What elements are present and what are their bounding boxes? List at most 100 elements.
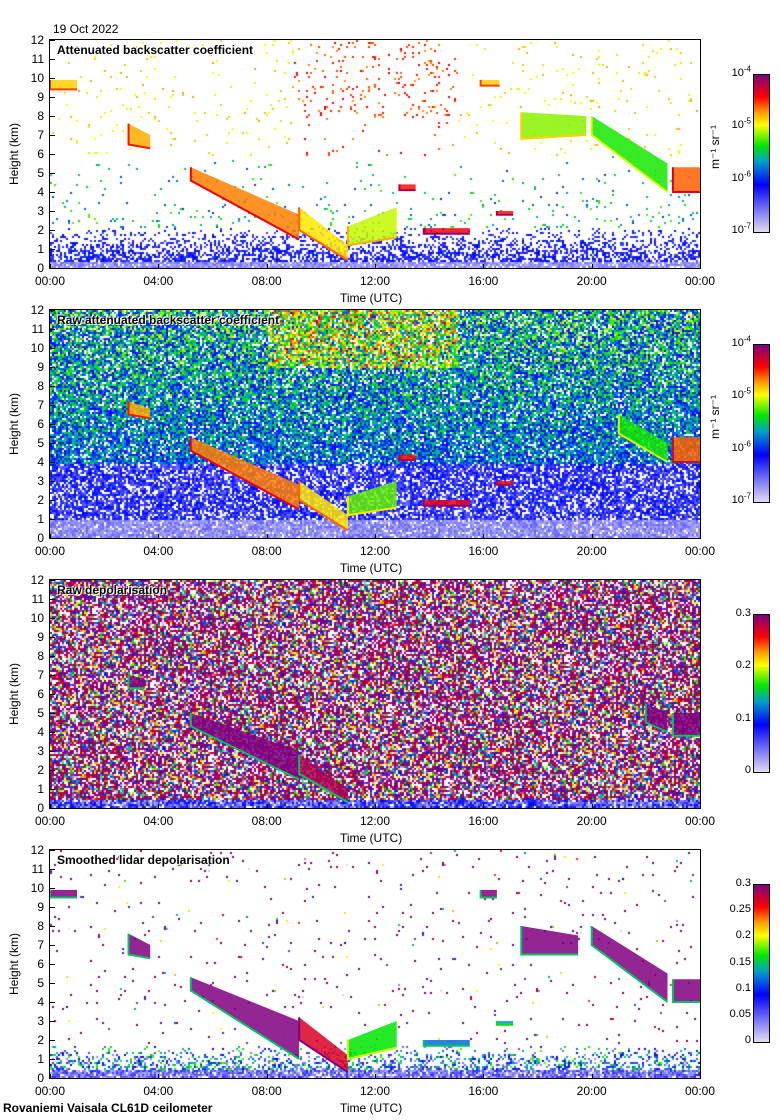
cloud-features	[50, 889, 700, 1074]
x-tick-mark	[158, 264, 160, 269]
y-tick-mark	[50, 945, 55, 946]
y-tick-mark	[50, 192, 55, 193]
tick-base: 10	[731, 119, 744, 132]
y-tick-label: 2	[37, 1033, 44, 1047]
cloud-layer	[128, 401, 151, 419]
y-tick-mark	[50, 770, 55, 771]
x-tick-mark	[483, 264, 485, 269]
cloud-layer	[480, 79, 500, 86]
x-tick-label: 16:00	[468, 544, 499, 558]
tick-base: 0.3	[735, 877, 751, 889]
cloud-layer	[128, 675, 145, 689]
y-tick-label: 9	[37, 90, 44, 104]
y-tick-label: 8	[37, 649, 44, 663]
y-tick-mark	[50, 211, 55, 212]
x-tick-mark	[591, 804, 593, 809]
x-tick-label: 12:00	[359, 1084, 391, 1098]
cloud-base-edge	[422, 500, 470, 507]
y-tick-label: 0	[37, 801, 44, 815]
tick-base: 0.1	[735, 711, 751, 724]
cloud-base-edge	[346, 1040, 397, 1061]
y-tick-mark	[50, 850, 55, 851]
y-tick-mark	[50, 78, 55, 79]
y-tick-label: 0	[37, 261, 44, 275]
y-tick-mark	[50, 1040, 55, 1041]
y-tick-label: 12	[30, 303, 44, 317]
tick-exponent: -6	[743, 439, 751, 448]
y-tick-label: 0	[37, 531, 44, 545]
y-tick-mark	[50, 1021, 55, 1022]
y-tick-label: 0	[37, 1071, 44, 1085]
tick-base: 10	[731, 224, 744, 236]
cloud-layer	[423, 500, 470, 506]
x-tick-mark	[266, 264, 268, 269]
x-tick-mark	[50, 1074, 51, 1079]
cloud-base-edge	[189, 713, 300, 781]
y-tick-label: 1	[37, 782, 44, 796]
colorbar-tick-label: 0.1	[725, 712, 751, 725]
y-tick-label: 4	[37, 185, 44, 199]
y-tick-label: 8	[37, 379, 44, 393]
plot-area: Attenuated backscatter coefficient	[49, 39, 701, 269]
x-tick-label: 00:00	[684, 1084, 716, 1098]
cloud-base-edge	[422, 1040, 470, 1047]
tick-base: 10	[731, 441, 744, 454]
x-tick-mark	[700, 534, 701, 539]
tick-exponent: -5	[743, 116, 751, 126]
x-tick-mark	[700, 1074, 701, 1079]
x-tick-mark	[266, 1074, 268, 1079]
cloud-base-edge	[189, 437, 300, 511]
cloud-layer	[591, 116, 668, 192]
y-tick-mark	[50, 907, 55, 908]
panel-title: Raw attenuated backscatter coefficient	[57, 313, 280, 327]
y-tick-label: 11	[31, 52, 44, 66]
x-tick-label: 08:00	[251, 274, 282, 288]
cloud-layer	[672, 713, 700, 736]
instrument-caption: Rovaniemi Vaisala CL61D ceilometer	[3, 1101, 213, 1115]
y-tick-mark	[50, 869, 55, 870]
x-tick-mark	[375, 804, 376, 809]
colorbar-tick-label: 10-5	[725, 116, 751, 132]
cloud-layer	[423, 1040, 470, 1046]
x-tick-mark	[700, 804, 701, 809]
y-tick-mark	[50, 618, 55, 619]
y-axis-label: Height (km)	[7, 663, 21, 726]
panel-title: Attenuated backscatter coefficient	[57, 43, 254, 57]
y-tick-label: 8	[37, 109, 44, 123]
y-axis-label: Height (km)	[7, 123, 21, 186]
y-tick-mark	[50, 580, 55, 581]
y-tick-label: 12	[30, 573, 44, 587]
cloud-base-edge	[671, 167, 700, 193]
cloud-layer	[299, 207, 348, 261]
cloud-base-edge	[298, 207, 349, 262]
tick-base: 0	[744, 1034, 751, 1046]
cloud-base-edge	[671, 437, 700, 463]
tick-exponent: -4	[743, 334, 751, 344]
x-tick-mark	[158, 534, 160, 539]
cloud-layer	[521, 112, 587, 139]
tick-exponent: -4	[743, 64, 751, 74]
y-tick-mark	[50, 888, 55, 889]
cloud-layer	[190, 977, 300, 1059]
y-tick-mark	[50, 173, 55, 174]
colorbar-tick-label: 0	[725, 764, 751, 777]
x-tick-mark	[50, 804, 51, 809]
y-tick-mark	[50, 538, 55, 539]
colorbar-tick-label: 10-4	[725, 334, 751, 350]
y-tick-label: 10	[30, 611, 44, 625]
colorbar-tick-label: 10-7	[725, 491, 751, 507]
y-tick-mark	[50, 268, 55, 269]
y-tick-label: 3	[37, 474, 44, 488]
x-tick-label: 20:00	[576, 814, 607, 828]
cloud-layer	[299, 1017, 348, 1073]
cloud-layer	[591, 926, 668, 1002]
y-tick-label: 12	[30, 33, 44, 47]
y-tick-mark	[50, 443, 55, 444]
x-tick-mark	[158, 1074, 160, 1079]
colorbar	[753, 884, 770, 1043]
y-tick-mark	[50, 694, 55, 695]
tick-exponent: -7	[743, 491, 751, 501]
x-tick-mark	[158, 804, 160, 809]
cloud-base-edge	[520, 112, 587, 140]
cloud-layer	[128, 123, 151, 149]
